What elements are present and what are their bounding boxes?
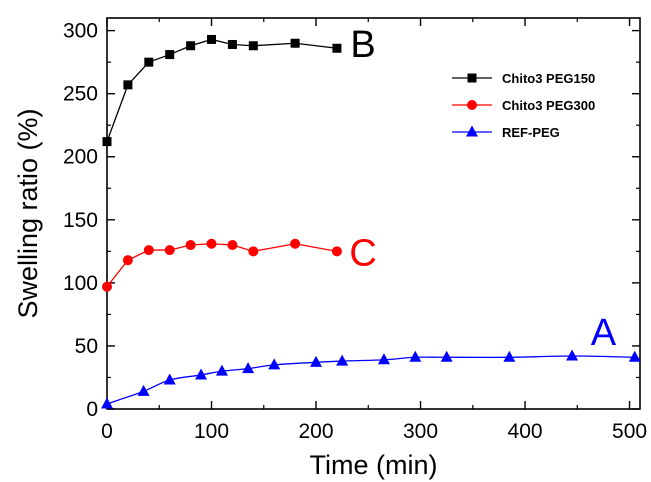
- legend-marker: [467, 100, 477, 110]
- data-point: [248, 246, 259, 257]
- y-tick-label: 300: [63, 20, 98, 43]
- x-tick-label: 400: [508, 420, 543, 443]
- data-point: [377, 353, 390, 365]
- series-line: [106, 38, 337, 142]
- data-point: [101, 397, 113, 409]
- data-point: [215, 364, 228, 376]
- data-point: [336, 354, 349, 366]
- y-tick-label: 200: [63, 146, 98, 169]
- data-point: [310, 355, 323, 367]
- y-tick-label: 0: [86, 398, 98, 421]
- series-layer: [101, 34, 641, 409]
- data-point: [164, 245, 175, 256]
- x-tick-label: 200: [298, 420, 333, 443]
- x-tick-label: 0: [101, 420, 113, 443]
- curve-label-b: B: [350, 24, 375, 66]
- data-point: [409, 350, 422, 362]
- legend-marker: [466, 125, 478, 137]
- data-point: [137, 384, 150, 396]
- series-3: [101, 349, 641, 409]
- axis-ticks: 0 100 200 300 400 500 0 50 100 150 200 250 300: [63, 18, 647, 443]
- series-line: [106, 355, 635, 405]
- legend: Chito3 PEG150 Chito3 PEG300 REF-PEG: [452, 71, 595, 140]
- data-point: [332, 43, 342, 53]
- series-2: [102, 238, 342, 292]
- x-tick-label: 300: [403, 420, 438, 443]
- data-point: [195, 368, 208, 380]
- plot-border: [106, 17, 641, 410]
- annotations: B C A: [349, 24, 616, 354]
- data-point: [144, 57, 154, 67]
- data-point: [566, 349, 579, 361]
- data-point: [102, 281, 112, 292]
- x-axis-title: Time (min): [310, 450, 438, 480]
- legend-label: Chito3 PEG150: [502, 71, 595, 86]
- data-point: [186, 41, 196, 51]
- data-point: [227, 39, 237, 49]
- x-tick-label: 500: [612, 420, 647, 443]
- series-line: [106, 243, 338, 288]
- data-point: [123, 80, 133, 90]
- y-axis-title: Swelling ratio (%): [13, 108, 43, 318]
- data-point: [207, 34, 217, 44]
- data-point: [242, 362, 255, 374]
- data-point: [628, 350, 641, 362]
- x-tick-label: 100: [194, 420, 229, 443]
- curve-label-c: C: [349, 232, 376, 274]
- y-tick-label: 100: [63, 272, 98, 295]
- data-point: [248, 41, 258, 51]
- legend-label: Chito3 PEG300: [502, 98, 595, 113]
- legend-label: REF-PEG: [502, 125, 560, 140]
- data-point: [227, 240, 238, 251]
- data-point: [122, 255, 133, 266]
- data-point: [331, 246, 342, 257]
- data-point: [206, 238, 217, 249]
- y-tick-label: 250: [63, 83, 98, 106]
- data-point: [440, 350, 453, 362]
- data-point: [165, 50, 175, 60]
- legend-marker: [467, 73, 477, 83]
- series-1: [102, 34, 342, 147]
- data-point: [163, 373, 176, 385]
- data-point: [143, 245, 154, 256]
- data-point: [290, 38, 300, 48]
- y-tick-label: 150: [63, 209, 98, 232]
- data-point: [268, 358, 281, 370]
- curve-label-a: A: [591, 312, 617, 354]
- data-point: [290, 238, 301, 249]
- plot-area: [106, 17, 641, 410]
- data-point: [102, 137, 112, 147]
- data-point: [503, 350, 516, 362]
- y-tick-label: 50: [75, 335, 98, 358]
- data-point: [185, 240, 196, 251]
